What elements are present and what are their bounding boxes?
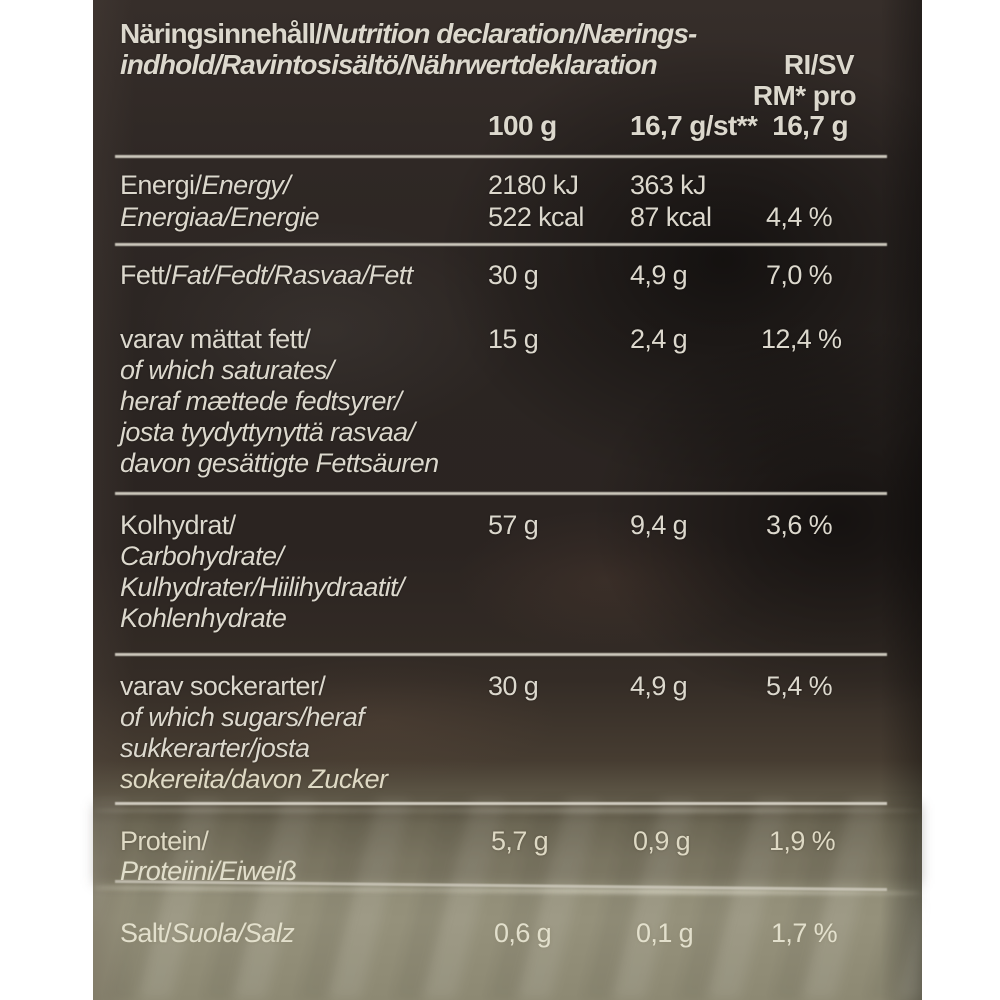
row-salt-label: Salt/Suola/Salz <box>120 918 295 948</box>
row-carbohydrate-label-line3: Kulhydrater/Hiilihydraatit/ <box>120 572 405 602</box>
row-saturates-ri: 12,4 % <box>761 324 842 354</box>
table-rule <box>115 653 887 656</box>
table-title-line2: indhold/Ravintosisältö/Nährwertdeklarati… <box>120 49 658 80</box>
row-sugars-portion: 4,9 g <box>630 671 688 701</box>
row-salt-per100: 0,6 g <box>494 918 552 948</box>
row-carbohydrate-per100: 57 g <box>488 510 539 540</box>
row-fat-portion: 4,9 g <box>630 260 688 290</box>
row-saturates-label-line2: of which saturates/ <box>120 355 334 385</box>
row-protein-ri: 1,9 % <box>769 826 836 856</box>
ri-column-header-line2: RM* pro <box>752 80 857 111</box>
row-energy-portion-kcal: 87 kcal <box>630 202 712 232</box>
row-energy-per100-kj: 2180 kJ <box>488 170 579 200</box>
title-swedish: Näringsinnehåll/ <box>120 18 323 49</box>
glare-shadow-band <box>93 804 922 884</box>
row-carbohydrate-label-line2: Carbohydrate/ <box>120 541 284 571</box>
table-rule <box>115 492 887 495</box>
row-protein-label-line1: Protein/ <box>120 826 209 856</box>
row-salt-ri: 1,7 % <box>771 918 838 948</box>
row-protein-per100: 5,7 g <box>491 826 549 856</box>
row-energy-label-line1: Energi/Energy/ <box>120 170 291 200</box>
row-saturates-portion: 2,4 g <box>630 324 688 354</box>
row-protein-portion: 0,9 g <box>633 826 691 856</box>
title-translations: Nutrition declaration/Nærings- <box>321 18 697 49</box>
row-sugars-label-line2: of which sugars/heraf <box>120 702 365 732</box>
row-sugars-label-line4: sokereita/davon Zucker <box>120 764 388 794</box>
row-saturates-label-line3: heraf mættede fedtsyrer/ <box>120 386 402 416</box>
table-rule <box>115 155 887 158</box>
column-header-ri-amount: 16,7 g <box>772 110 848 141</box>
glare-highlight-line <box>93 808 922 813</box>
row-carbohydrate-label-line1: Kolhydrat/ <box>120 510 236 540</box>
row-sugars-label-line1: varav sockerarter/ <box>120 671 326 701</box>
row-energy-label-line2: Energiaa/Energie <box>120 202 320 232</box>
row-fat-label: Fett/Fat/Fedt/Rasvaa/Fett <box>120 260 413 290</box>
row-saturates-label-line1: varav mättat fett/ <box>120 324 311 354</box>
column-header-per-100g: 100 g <box>488 110 557 141</box>
row-sugars-label-line3: sukkerarter/josta <box>120 733 310 763</box>
package-background: Näringsinnehåll/Nutrition declaration/Næ… <box>92 0 923 1000</box>
row-sugars-per100: 30 g <box>488 671 539 701</box>
table-rule <box>115 243 887 246</box>
row-energy-per100-kcal: 522 kcal <box>488 202 584 232</box>
row-fat-per100: 30 g <box>488 260 539 290</box>
table-title-line1: Näringsinnehåll/Nutrition declaration/Næ… <box>120 18 697 49</box>
row-saturates-per100: 15 g <box>488 324 539 354</box>
row-salt-portion: 0,1 g <box>636 918 694 948</box>
row-sugars-ri: 5,4 % <box>766 671 833 701</box>
row-saturates-label-line4: josta tyydyttynyttä rasvaa/ <box>120 417 415 447</box>
row-fat-ri: 7,0 % <box>766 260 833 290</box>
row-carbohydrate-ri: 3,6 % <box>766 510 833 540</box>
row-energy-portion-kj: 363 kJ <box>630 170 707 200</box>
row-carbohydrate-label-line4: Kohlenhydrate <box>120 603 287 633</box>
plastic-glare-streaks <box>93 800 922 1000</box>
ri-column-header-line1: RI/SV <box>783 49 855 80</box>
table-rule <box>115 802 887 805</box>
row-saturates-label-line5: davon gesättigte Fettsäuren <box>120 448 439 478</box>
column-header-per-portion: 16,7 g/st** <box>630 110 758 141</box>
row-carbohydrate-portion: 9,4 g <box>630 510 688 540</box>
row-energy-ri: 4,4 % <box>766 202 833 232</box>
